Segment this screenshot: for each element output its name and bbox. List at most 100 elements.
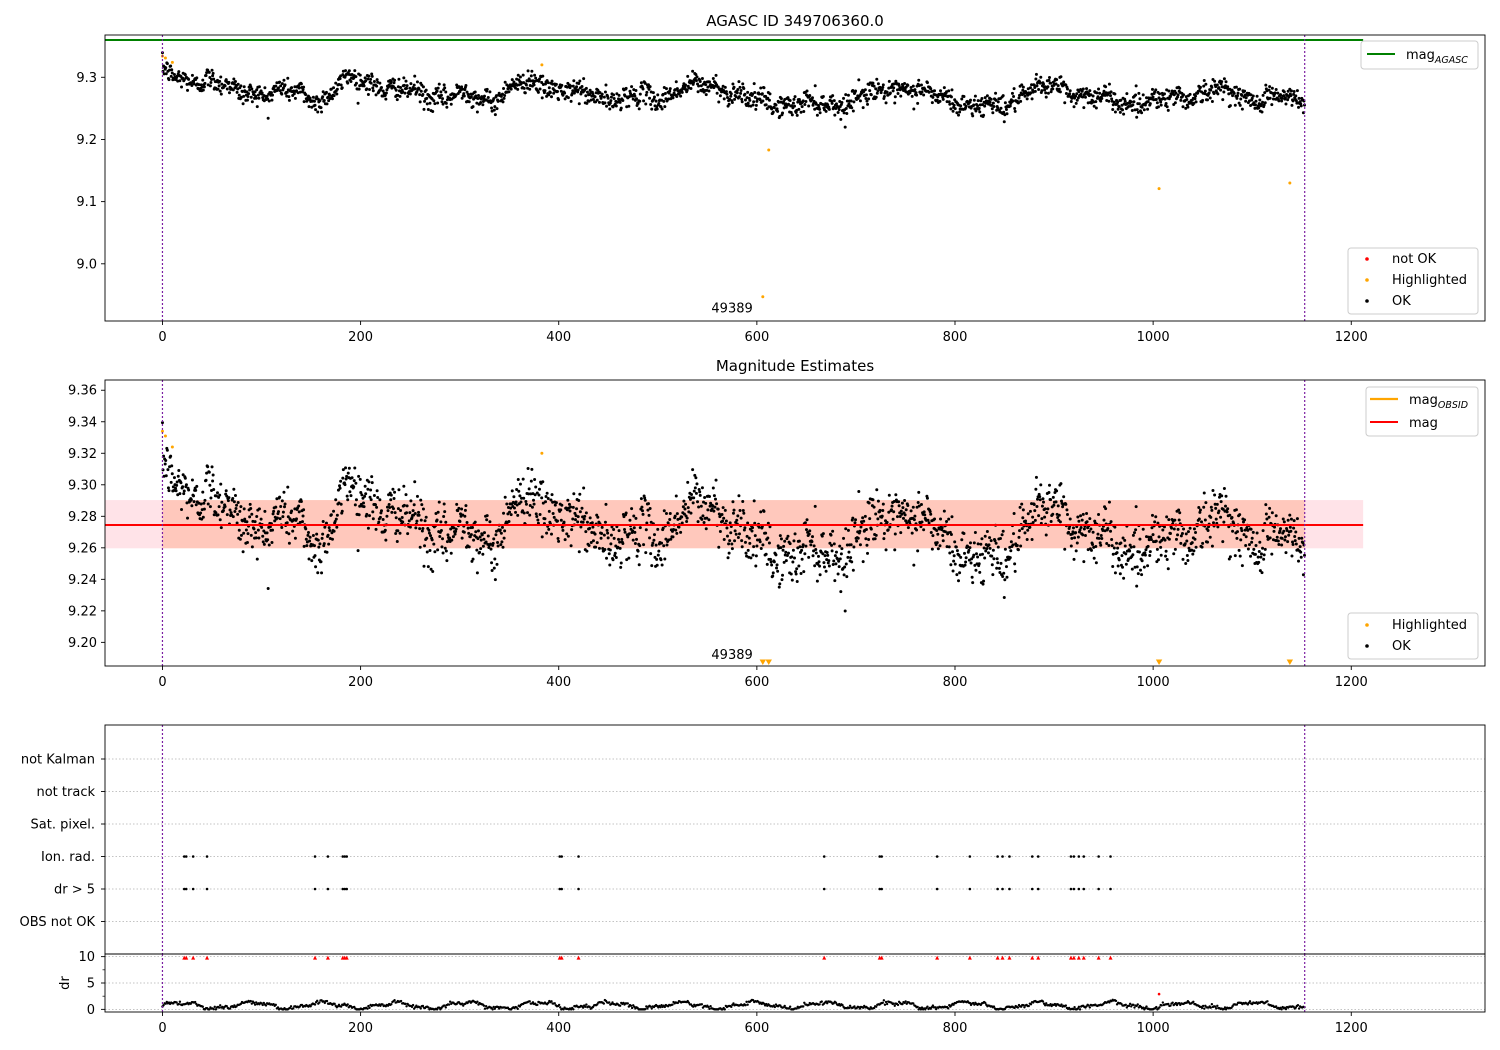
ok-point: [1289, 529, 1293, 533]
ok-point: [913, 514, 917, 518]
ok-point: [1072, 557, 1076, 561]
ok-point: [1099, 543, 1103, 547]
ok-point: [1148, 102, 1152, 106]
ok-point: [559, 508, 563, 512]
ok-point: [297, 504, 301, 508]
ok-point: [407, 519, 411, 523]
ok-point: [412, 503, 416, 507]
ok-point: [795, 579, 799, 583]
ok-point: [802, 110, 806, 114]
ok-point: [283, 505, 287, 509]
ok-point: [287, 532, 291, 536]
ok-point: [1220, 80, 1224, 84]
ok-point: [1120, 554, 1124, 558]
ok-point: [1057, 513, 1061, 517]
ok-point: [1135, 584, 1139, 588]
ok-point: [567, 502, 571, 506]
ok-point: [423, 544, 427, 548]
ok-point: [1198, 85, 1202, 89]
ok-point: [563, 97, 567, 101]
flag-event-point: [326, 887, 330, 891]
ok-point: [250, 100, 254, 104]
ok-point: [1104, 507, 1108, 511]
ok-point: [413, 480, 417, 484]
dr-point: [274, 1003, 277, 1007]
ok-point: [1008, 104, 1012, 108]
ok-point: [418, 527, 422, 531]
ok-point: [930, 547, 934, 551]
ok-point: [662, 509, 666, 513]
ok-point: [663, 557, 667, 561]
ok-point: [740, 100, 744, 104]
ok-point: [271, 93, 275, 97]
ok-point: [1134, 93, 1138, 97]
ok-point: [807, 555, 811, 559]
ok-point: [847, 102, 851, 106]
ok-point: [352, 479, 356, 483]
ok-point: [1115, 551, 1119, 555]
ok-point: [1094, 100, 1098, 104]
ok-point: [231, 515, 235, 519]
magnitude-axes: 0 200 400 600 800 1000 12009.209.229.249.269.2…: [68, 379, 1486, 690]
ok-point: [548, 91, 552, 95]
ok-point: [321, 532, 325, 536]
dr-point: [745, 1000, 748, 1004]
ok-point: [378, 498, 382, 502]
dr-point: [547, 1001, 550, 1005]
ok-point: [1246, 528, 1250, 532]
dr-point: [562, 1008, 565, 1011]
ok-point: [1246, 547, 1250, 551]
ok-point: [576, 515, 580, 519]
ok-point: [930, 101, 934, 105]
ok-point: [1210, 544, 1214, 548]
ok-point: [724, 90, 728, 94]
ok-point: [285, 530, 289, 534]
ok-point: [820, 534, 824, 538]
ok-point: [707, 89, 711, 93]
ok-point: [421, 93, 425, 97]
ok-point: [266, 116, 270, 120]
ok-point: [524, 83, 528, 87]
ok-point: [484, 540, 488, 544]
ok-point: [283, 83, 287, 87]
ok-point: [1240, 93, 1244, 97]
flag-event-point: [968, 855, 972, 858]
ok-point: [999, 561, 1003, 565]
ok-point: [1100, 537, 1104, 541]
ok-point: [831, 529, 835, 533]
ok-point: [1150, 513, 1154, 517]
ok-point: [973, 531, 977, 535]
ok-point: [776, 569, 780, 573]
ok-point: [1146, 107, 1150, 111]
ok-point: [993, 539, 997, 543]
agasc-ytick-label: 9.1: [76, 195, 97, 210]
ok-point: [698, 493, 702, 497]
ok-point: [237, 93, 241, 97]
dr-point: [447, 1003, 451, 1006]
ok-point: [1212, 521, 1216, 525]
ok-point: [621, 98, 625, 102]
ok-point: [747, 104, 751, 108]
ok-point: [999, 106, 1003, 110]
ok-point: [945, 519, 949, 523]
ok-point: [441, 102, 445, 106]
ok-point: [1286, 98, 1290, 102]
ok-point: [424, 88, 428, 92]
ok-point: [354, 75, 358, 79]
ok-point: [624, 86, 628, 90]
ok-point: [266, 587, 270, 591]
ok-point: [329, 513, 333, 517]
ok-point: [821, 552, 825, 556]
ok-point: [888, 525, 892, 529]
ok-point: [1202, 79, 1206, 83]
ok-point: [425, 102, 429, 106]
ok-point: [767, 541, 771, 545]
ok-point: [494, 533, 498, 537]
ok-point: [225, 87, 229, 91]
ok-point: [893, 101, 897, 105]
ok-point: [481, 544, 485, 548]
ok-point: [1208, 96, 1212, 100]
ok-point: [899, 94, 903, 98]
ok-point: [1088, 89, 1092, 93]
highlighted-point: [163, 434, 167, 438]
